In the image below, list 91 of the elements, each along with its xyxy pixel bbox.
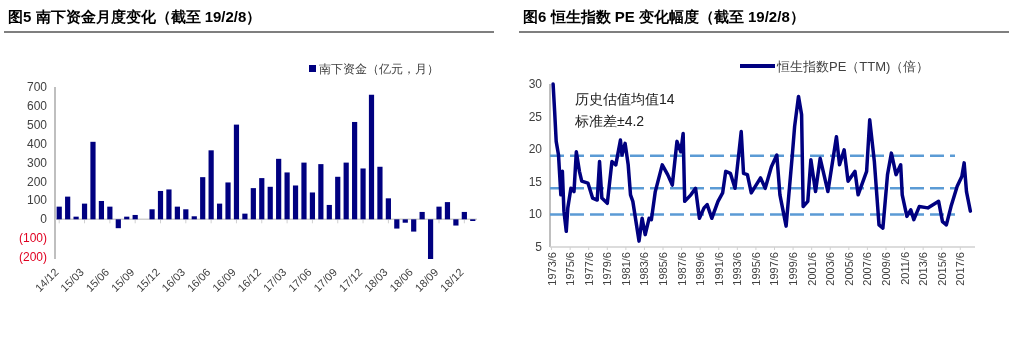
legend-label: 南下资金（亿元，月） xyxy=(319,62,439,76)
bar xyxy=(377,166,383,220)
x-tick-label: 1981/6 xyxy=(619,252,632,286)
legend-label: 恒生指数PE（TTM)（倍） xyxy=(776,59,930,74)
bar xyxy=(208,150,214,220)
bar xyxy=(225,182,231,220)
y-tick-label: 30 xyxy=(528,77,543,91)
x-tick-label: 1985/6 xyxy=(657,252,670,286)
y-tick-label: 300 xyxy=(26,155,48,170)
bar xyxy=(216,203,223,220)
bar xyxy=(411,219,417,232)
bar xyxy=(419,211,425,220)
y-tick-label: 500 xyxy=(26,117,48,132)
bar xyxy=(284,172,290,220)
y-tick-label: (200) xyxy=(18,250,47,265)
y-tick-label: 100 xyxy=(26,193,48,208)
bar xyxy=(453,219,459,226)
x-tick-label: 2017/6 xyxy=(954,252,967,286)
bar xyxy=(318,164,324,220)
bar xyxy=(394,219,400,229)
x-tick-label: 1989/6 xyxy=(694,252,707,286)
y-tick-label: 25 xyxy=(528,109,543,124)
x-tick-label: 1977/6 xyxy=(582,252,595,286)
x-tick-label: 2013/6 xyxy=(917,252,930,286)
x-tick-label: 1975/6 xyxy=(564,252,577,286)
chart-title: 图6 恒生指数 PE 变化幅度（截至 19/2/8） xyxy=(523,8,805,25)
x-tick-label: 2003/6 xyxy=(824,252,837,286)
y-tick-label: (100) xyxy=(18,231,47,246)
x-tick-label: 1979/6 xyxy=(601,252,614,286)
bar xyxy=(427,219,434,259)
line-series xyxy=(551,82,973,243)
bar xyxy=(107,206,113,220)
annotation: 历史估值均值14 xyxy=(575,91,675,107)
bar xyxy=(242,213,248,220)
x-tick-label: 1991/6 xyxy=(712,252,725,286)
bar xyxy=(56,206,62,220)
x-tick-label: 1973/6 xyxy=(545,252,558,286)
bar xyxy=(335,176,341,220)
bar xyxy=(65,196,71,220)
bar xyxy=(360,168,366,220)
bar xyxy=(98,200,105,220)
bar xyxy=(166,189,172,220)
x-tick-label: 1983/6 xyxy=(638,252,651,286)
x-tick-label: 2007/6 xyxy=(861,252,874,286)
bar xyxy=(352,121,358,220)
bar xyxy=(81,203,88,220)
y-tick-label: 0 xyxy=(40,212,48,227)
bar xyxy=(174,206,180,220)
y-tick-label: 5 xyxy=(535,240,543,254)
x-tick-label: 2001/6 xyxy=(805,252,818,286)
bar xyxy=(276,158,282,220)
bar xyxy=(115,219,121,229)
bar xyxy=(444,202,451,220)
chart-title: 图5 南下资金月度变化（截至 19/2/8） xyxy=(8,8,262,25)
bar xyxy=(157,190,164,220)
bar xyxy=(183,209,189,220)
bar xyxy=(461,211,467,220)
bar xyxy=(292,185,299,220)
y-tick-label: 700 xyxy=(26,80,48,94)
x-tick-label: 1999/6 xyxy=(787,252,800,286)
bar xyxy=(200,177,206,220)
bar xyxy=(267,186,273,220)
x-tick-label: 1987/6 xyxy=(675,252,688,286)
x-tick-label: 1997/6 xyxy=(768,252,781,286)
y-tick-label: 10 xyxy=(528,207,543,222)
x-tick-label: 2009/6 xyxy=(879,252,892,286)
bar xyxy=(250,188,256,220)
x-tick-label: 2005/6 xyxy=(842,252,855,286)
y-tick-label: 200 xyxy=(26,174,48,189)
y-tick-label: 20 xyxy=(528,142,543,157)
x-tick-label: 2011/6 xyxy=(898,252,911,285)
x-tick-label: 2015/6 xyxy=(935,252,948,286)
bar xyxy=(233,124,240,220)
y-tick-label: 15 xyxy=(528,174,543,189)
bar xyxy=(436,206,442,220)
x-tick-label: 1993/6 xyxy=(731,252,744,286)
annotation: 标准差±4.2 xyxy=(574,113,645,129)
bar xyxy=(309,192,316,220)
y-tick-label: 400 xyxy=(26,136,48,151)
bar xyxy=(149,209,155,220)
bar xyxy=(326,204,332,220)
x-tick-label: 1995/6 xyxy=(749,252,762,286)
bar xyxy=(385,198,391,220)
y-tick-label: 600 xyxy=(26,98,48,113)
bar xyxy=(191,216,197,220)
bar xyxy=(90,141,96,220)
bar xyxy=(402,219,408,223)
bar xyxy=(301,162,307,220)
bar xyxy=(368,94,375,220)
bar xyxy=(259,178,265,220)
bar xyxy=(343,162,349,220)
